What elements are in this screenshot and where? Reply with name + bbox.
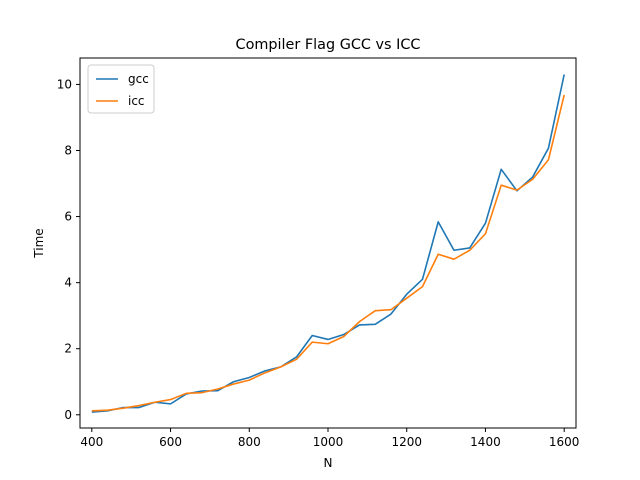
x-tick-label: 1400 (470, 435, 501, 449)
legend-label-icc: icc (128, 94, 145, 108)
y-tick-label: 10 (57, 77, 72, 91)
x-tick-label: 1600 (549, 435, 580, 449)
chart-title: Compiler Flag GCC vs ICC (236, 37, 421, 53)
series-lines (91, 74, 565, 413)
y-tick-label: 8 (64, 144, 72, 158)
y-tick-label: 2 (64, 342, 72, 356)
legend: gcc icc (87, 64, 155, 114)
y-tick-label: 4 (64, 276, 72, 290)
axis-ticks: 400 600 800 1000 1200 1400 1600 0 2 4 6 8 10 (57, 77, 580, 449)
x-tick-label: 1200 (391, 435, 422, 449)
axes-frame (79, 57, 577, 429)
y-tick-label: 6 (64, 210, 72, 224)
x-tick-label: 600 (159, 435, 182, 449)
x-tick-label: 800 (238, 435, 261, 449)
x-axis-label: N (324, 456, 333, 470)
series-line-gcc (91, 74, 565, 413)
x-tick-label: 1000 (313, 435, 344, 449)
x-tick-label: 400 (80, 435, 103, 449)
series-line-icc (91, 94, 565, 412)
legend-label-gcc: gcc (128, 72, 149, 86)
y-tick-label: 0 (64, 408, 72, 422)
y-axis-label: Time (32, 228, 46, 258)
